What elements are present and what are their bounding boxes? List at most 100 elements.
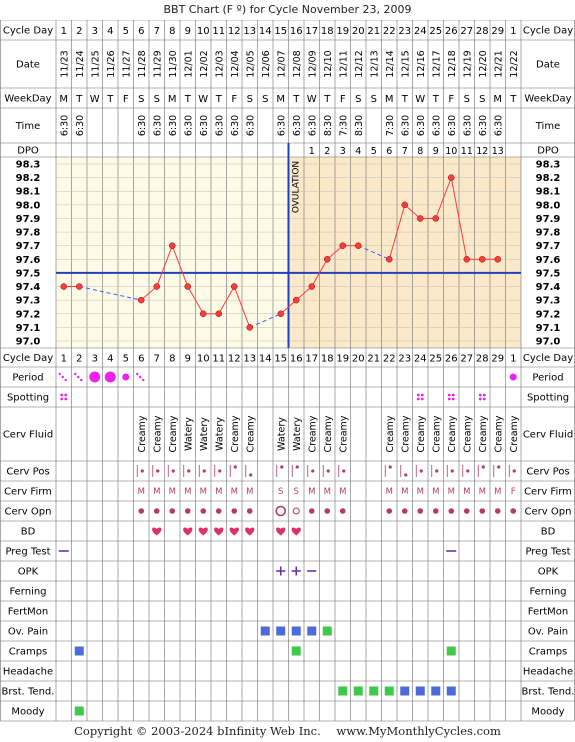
cycle-day-number: 6 [138, 354, 144, 365]
spot-dot [478, 393, 482, 397]
cycle-day-number: 3 [92, 354, 98, 365]
spotting-dots [60, 393, 68, 401]
time-label: 6:30 [199, 115, 210, 136]
date-label: 12/16 [416, 50, 427, 77]
date-label: 11/23 [59, 50, 70, 77]
cycle-day-number: 11 [212, 26, 225, 37]
bd-heart-icon [214, 527, 224, 536]
cerv-pos-dot [404, 473, 408, 477]
row-label-right: BD [541, 527, 556, 538]
cerv-firm-letter: M [401, 487, 408, 497]
cerv-opn-closed [308, 508, 315, 514]
dpo-number: 10 [445, 146, 457, 157]
cycle-day-number: 21 [367, 26, 380, 37]
cerv-fluid-label: Creamy [416, 415, 427, 452]
row-label-left: Time [15, 121, 40, 132]
cycle-day-number: 5 [123, 26, 129, 37]
row-label-right: Date [536, 60, 560, 71]
period-dot [74, 372, 77, 376]
period-dot [58, 372, 61, 376]
cycle-day-number: 1 [61, 354, 67, 365]
cycle-day-number: 4 [107, 354, 113, 365]
cycle-day-number: 2 [76, 26, 82, 37]
row-label-right: Preg Test [525, 547, 570, 558]
row-label-left: Cerv Pos [6, 467, 49, 478]
cycle-day-number: 11 [212, 354, 225, 365]
cerv-pos-dot [435, 469, 439, 473]
time-label: 6:30 [307, 115, 318, 136]
cycle-day-number: 14 [259, 354, 272, 365]
temp-line-segment [450, 177, 468, 260]
site-link[interactable]: www.MyMonthlyCycles.com [336, 724, 501, 738]
date-label: 12/15 [400, 50, 411, 77]
period-dot [77, 375, 80, 379]
date-label: 12/07 [276, 50, 287, 77]
cycle-day-number: 25 [429, 26, 442, 37]
cycle-day-number: 5 [123, 354, 129, 365]
row-label-right: WeekDay [524, 94, 571, 105]
temp-line-segment [233, 286, 251, 328]
weekday-letter: W [307, 94, 317, 105]
spot-dot [482, 393, 486, 397]
cerv-opn-closed [463, 508, 470, 514]
row-label-right: Cycle Day [523, 26, 573, 37]
dpo-number: 5 [371, 146, 377, 157]
spot-dot [482, 397, 486, 401]
date-label: 12/12 [354, 50, 365, 77]
y-tick-label-right: 98.3 [536, 160, 561, 171]
pre-ovulation-shading [56, 157, 289, 348]
temp-point [184, 283, 191, 290]
row-label-right: Ferning [529, 587, 566, 598]
dpo-number: 9 [433, 146, 439, 157]
y-tick-label-left: 97.8 [16, 228, 41, 239]
time-label: 8:30 [354, 115, 365, 136]
temp-point [308, 283, 315, 290]
bd-heart-icon [152, 527, 162, 536]
weekday-letter: S [138, 94, 144, 105]
row-label-right: Cerv Fluid [523, 430, 573, 441]
moody-square [74, 706, 84, 716]
y-tick-label-right: 97.5 [536, 268, 561, 279]
ov-pain-square [276, 626, 286, 636]
row-label-left: Cycle Day [3, 353, 53, 364]
cycle-day-number: 24 [414, 26, 427, 37]
time-label: 6:30 [292, 115, 303, 136]
cramps-square [291, 646, 301, 656]
cerv-pos-dot [326, 469, 330, 473]
cerv-firm-letter: M [417, 487, 424, 497]
ov-pain-square [322, 626, 332, 636]
cerv-fluid-label: Creamy [400, 415, 411, 452]
date-label: 12/21 [493, 50, 504, 77]
cerv-fluid-label: Creamy [509, 415, 520, 452]
row-label-left: FertMon [8, 607, 48, 618]
spot-dot [416, 397, 420, 401]
cycle-day-number: 28 [476, 26, 489, 37]
cerv-pos-dot [249, 473, 253, 477]
spot-dot [420, 393, 424, 397]
brst-tend-square [400, 686, 410, 696]
row-label-right: Moody [531, 707, 564, 718]
cerv-pos-dot [466, 469, 470, 473]
cerv-opn-closed [339, 508, 346, 514]
cycle-day-number: 19 [336, 354, 349, 365]
period-dot [136, 372, 139, 376]
cerv-firm-letter: M [184, 487, 191, 497]
row-label-left: Date [16, 60, 40, 71]
cerv-firm-letter: M [308, 487, 315, 497]
post-ovulation-shading [288, 157, 521, 348]
cerv-fluid-label: Watery [183, 417, 194, 451]
cerv-opn-closed [417, 508, 424, 514]
date-label: 12/01 [183, 50, 194, 77]
cycle-day-number: 22 [383, 26, 396, 37]
cycle-day-number: 13 [243, 354, 256, 365]
cerv-fluid-label: Creamy [245, 415, 256, 452]
cycle-day-number: 26 [445, 26, 458, 37]
cycle-day-number: 16 [290, 26, 303, 37]
cerv-opn-closed [479, 508, 486, 514]
cycle-day-number: 16 [290, 354, 303, 365]
brst-tend-square [338, 686, 348, 696]
temp-gap-segment [358, 245, 390, 260]
dpo-number: 11 [461, 146, 473, 157]
cerv-opn-closed [200, 508, 207, 514]
cycle-day-number: 25 [429, 354, 442, 365]
